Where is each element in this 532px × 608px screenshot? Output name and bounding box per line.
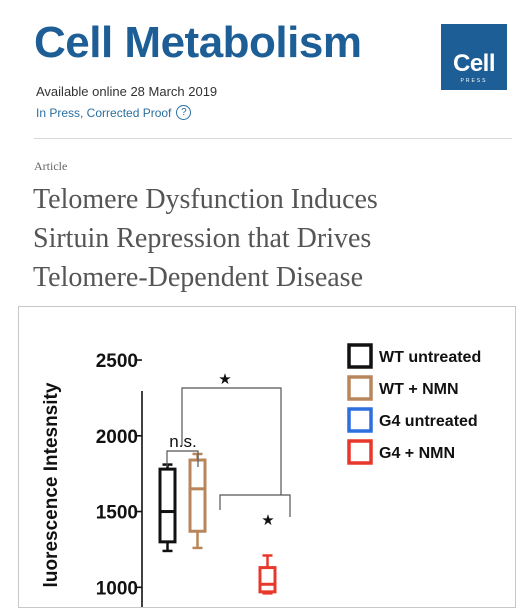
- header-divider: [34, 138, 512, 139]
- ns-bracket: [166, 450, 199, 467]
- legend-label: G4 untreated: [379, 413, 478, 430]
- box: [188, 458, 207, 533]
- logo-text: Cell: [452, 50, 496, 77]
- legend-swatch: [347, 375, 373, 401]
- y-axis-label: luorescence Intesnsity: [41, 382, 62, 587]
- legend-swatch: [347, 439, 373, 465]
- box-plot: luorescence Intesnsity 1000 1500 2000 2500 n.…: [41, 343, 481, 607]
- article-type: Article: [34, 159, 68, 173]
- figure-panel: luorescence Intesnsity 1000 1500 2000 2500 n.…: [18, 306, 516, 608]
- y-tick-label: 2500: [96, 351, 138, 372]
- star-annotation: ★: [261, 512, 274, 529]
- box: [258, 566, 277, 594]
- cell-press-logo[interactable]: Cell PRESS: [441, 24, 507, 90]
- y-tick-label: 1000: [96, 578, 138, 599]
- article-title-line: Telomere Dysfunction Induces: [33, 184, 378, 215]
- box: [158, 467, 177, 544]
- article-title-line: Sirtuin Repression that Drives: [33, 223, 372, 254]
- question-circle-icon[interactable]: ?: [176, 105, 192, 120]
- article-status: In Press, Corrected Proof ?: [36, 105, 192, 120]
- ns-annotation: n.s.: [169, 432, 196, 451]
- star-annotation: ★: [218, 371, 231, 388]
- legend-label: WT + NMN: [379, 381, 459, 398]
- journal-title[interactable]: Cell Metabolism: [34, 18, 362, 67]
- legend-swatch: [347, 407, 373, 433]
- article-title: Telomere Dysfunction Induces Sirtuin Rep…: [33, 180, 513, 297]
- legend-swatch: [347, 343, 373, 369]
- logo-subtext: PRESS: [460, 78, 488, 84]
- legend-label: WT untreated: [379, 349, 481, 366]
- star-bracket-upper: [181, 387, 282, 495]
- y-tick-label: 2000: [96, 427, 138, 448]
- star-bracket-lower: [219, 494, 291, 517]
- legend-label: G4 + NMN: [379, 445, 455, 462]
- status-link[interactable]: In Press, Corrected Proof: [36, 105, 172, 120]
- available-online-date: Available online 28 March 2019: [36, 84, 218, 99]
- article-title-line: Telomere-Dependent Disease: [33, 262, 363, 293]
- y-tick-label: 1500: [96, 503, 138, 524]
